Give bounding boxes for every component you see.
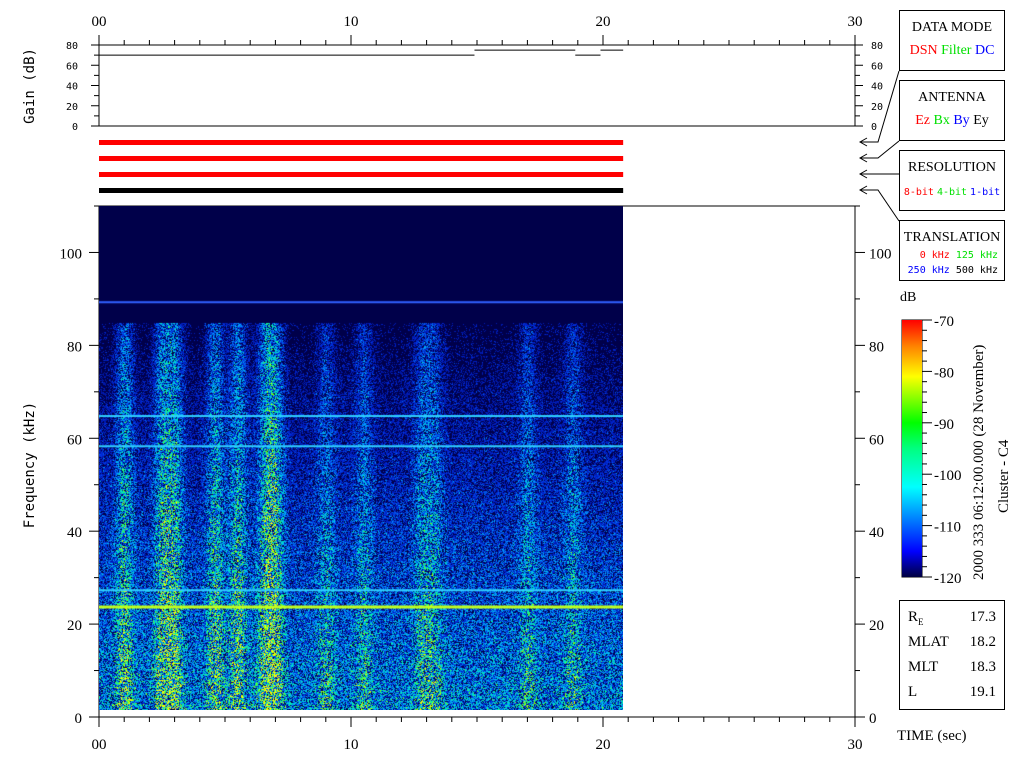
legend-translation: TRANSLATION 0 kHz 125 kHz 250 kHz 500 kH… (899, 220, 1005, 281)
colorbar-unit: dB (900, 290, 917, 305)
position-label: L (908, 684, 918, 700)
gain-tick-label: 0 (72, 122, 78, 133)
frequency-tick-label: 40 (67, 525, 82, 541)
legend-item: Filter (941, 43, 972, 58)
frequency-tick-label: 20 (67, 618, 82, 634)
arrow-icon (858, 153, 868, 163)
colorbar-tick-label: -90 (934, 417, 954, 433)
status-bar-antenna (99, 156, 624, 161)
spacecraft-label: Cluster - C4 (996, 439, 1012, 513)
time-tick-label-bottom: 00 (92, 737, 107, 753)
position-label-re: RE (908, 609, 924, 627)
gain-tick-label: 80 (66, 41, 78, 52)
time-tick-label-bottom: 20 (596, 737, 611, 753)
position-value: 17.3 (969, 609, 996, 625)
frequency-tick-label-right: 20 (869, 618, 884, 634)
legend-data-mode: DATA MODE DSN Filter DC (899, 10, 1005, 71)
time-tick-label-bottom: 10 (344, 737, 359, 753)
gain-tick-label: 40 (66, 82, 78, 93)
time-tick-label-top: 10 (344, 14, 359, 30)
legend-item: Bx (933, 113, 950, 128)
frequency-axis-label: Frequency (kHz) (22, 402, 38, 528)
legend-item: Ey (973, 113, 989, 128)
position-info: RE 17.3 MLAT 18.2 MLT 18.3 L 19.1 (899, 600, 1005, 710)
gain-axis-label: Gain (dB) (22, 48, 38, 124)
gain-tick-label-right: 60 (871, 61, 883, 72)
gain-tick-label-right: 20 (871, 102, 883, 113)
arrow-icon (858, 185, 868, 195)
legend-item: 0 kHz (919, 250, 950, 261)
gain-tick-label-right: 0 (871, 122, 877, 133)
legend-item: 250 kHz (907, 265, 950, 276)
legend-item: 125 kHz (955, 250, 998, 261)
frequency-tick-label: 0 (75, 711, 83, 727)
frequency-tick-label-right: 60 (869, 432, 884, 448)
arrow-icon (858, 137, 868, 147)
legend-item: Ez (915, 113, 930, 128)
legend-resolution: RESOLUTION 8-bit 4-bit 1-bit (899, 150, 1005, 211)
frequency-tick-label-right: 40 (869, 525, 884, 541)
spectrogram-image (99, 206, 623, 710)
position-value: 18.3 (969, 659, 996, 675)
time-tick-label-top: 30 (848, 14, 863, 30)
legend-item: 500 kHz (955, 265, 998, 276)
legend-item: By (953, 113, 970, 128)
status-bar-resolution (99, 172, 624, 177)
position-label: MLT (908, 659, 939, 675)
frequency-tick-label-right: 100 (869, 246, 892, 262)
gain-tick-label: 20 (66, 102, 78, 113)
gain-tick-label: 60 (66, 61, 78, 72)
legend-title: ANTENNA (918, 90, 986, 105)
legend-connector (860, 70, 900, 143)
frequency-tick-label: 80 (67, 339, 82, 355)
legend-item: 4-bit (936, 187, 968, 198)
colorbar (902, 320, 922, 577)
colorbar-tick-label: -70 (934, 314, 954, 330)
time-tick-label-top: 00 (92, 14, 107, 30)
legend-item: DC (974, 43, 995, 58)
status-bar-translation (99, 188, 624, 193)
frequency-tick-label-right: 80 (869, 339, 884, 355)
gain-tick-label-right: 40 (871, 82, 883, 93)
position-label: MLAT (908, 634, 949, 650)
frequency-tick-label-right: 0 (869, 711, 877, 727)
colorbar-tick-label: -110 (934, 520, 961, 536)
timestamp-label: 2000 333 06:12:00.000 (28 November) (971, 344, 987, 580)
status-bar-data-mode (99, 140, 624, 145)
gain-tick-label-right: 80 (871, 41, 883, 52)
legend-title: DATA MODE (911, 20, 993, 35)
legend-connector (860, 189, 900, 222)
colorbar-tick-label: -80 (934, 365, 954, 381)
colorbar-tick-label: -120 (934, 571, 962, 587)
colorbar-tick-label: -100 (934, 468, 962, 484)
legend-item: 8-bit (903, 187, 934, 198)
frequency-tick-label: 60 (67, 432, 82, 448)
arrow-icon (858, 169, 868, 179)
legend-item: DSN (909, 43, 938, 58)
x-axis-label: TIME (sec) (897, 728, 967, 744)
time-tick-label-bottom: 30 (848, 737, 863, 753)
legend-connector (860, 140, 900, 159)
legend-title: TRANSLATION (903, 230, 1001, 245)
position-value: 18.2 (969, 634, 996, 650)
legend-title: RESOLUTION (908, 160, 996, 175)
legend-antenna: ANTENNA Ez Bx By Ey (899, 80, 1005, 141)
legend-item: 1-bit (970, 187, 1001, 198)
position-value: 19.1 (969, 684, 996, 700)
frequency-tick-label: 100 (60, 246, 83, 262)
time-tick-label-top: 20 (596, 14, 611, 30)
